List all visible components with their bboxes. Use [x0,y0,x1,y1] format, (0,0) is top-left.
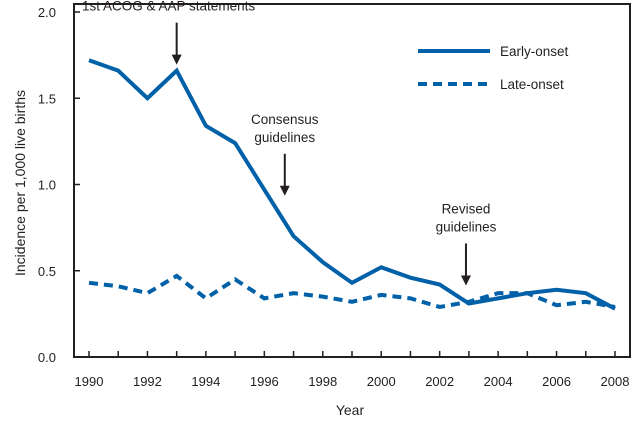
arrowhead-icon [460,275,471,286]
y-tick-label: 1.0 [38,178,56,193]
annotation-text: 1st ACOG & AAP statements [82,0,255,14]
x-tick-label: 1998 [308,374,337,389]
y-tick-label: 2.0 [38,5,56,20]
legend-label-late-onset: Late-onset [500,77,564,92]
x-tick-label: 1996 [250,374,279,389]
series-line-early-onset [88,58,616,311]
y-axis-label: Incidence per 1,000 live births [12,90,28,276]
x-tick-label: 1992 [133,374,162,389]
x-tick-label: 2004 [484,374,513,389]
x-axis-label: Year [336,402,365,418]
x-tick-label: 2000 [367,374,396,389]
annotation-text: guidelines [436,219,497,234]
x-tick-label: 2008 [601,374,630,389]
legend: Early-onset Late-onset [418,44,569,92]
annotation-text: Consensus [251,112,319,127]
annotation-text: guidelines [254,130,315,145]
y-tick-label: 0.0 [38,350,56,365]
y-tick-label: 0.5 [38,264,56,279]
x-tick-label: 2006 [542,374,571,389]
x-tick-label: 1994 [191,374,220,389]
arrowhead-icon [171,54,182,65]
annotation-text: Revised [442,201,491,216]
x-tick-label: 1990 [75,374,104,389]
y-tick-label: 1.5 [38,91,56,106]
x-tick-label: 2002 [425,374,454,389]
legend-label-early-onset: Early-onset [500,44,569,59]
series-line-late-onset [88,273,616,310]
arrowhead-icon [279,185,290,196]
